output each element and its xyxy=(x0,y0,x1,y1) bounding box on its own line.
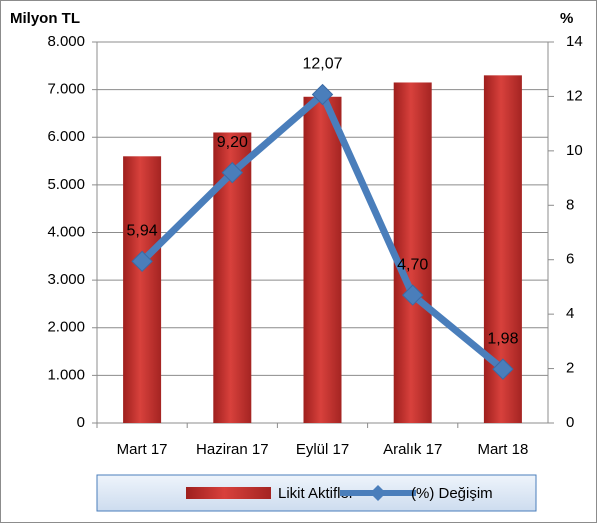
x-tick-label: Eylül 17 xyxy=(296,441,349,458)
data-label: 5,94 xyxy=(127,223,158,240)
legend-swatch xyxy=(186,487,271,499)
y2-tick-label: 12 xyxy=(566,87,583,104)
y-tick-label: 7.000 xyxy=(47,81,85,98)
y2-tick-label: 2 xyxy=(566,360,574,377)
x-tick-label: Aralık 17 xyxy=(383,441,442,458)
legend-marker xyxy=(370,485,386,501)
bar xyxy=(123,156,162,424)
y-axis-title: Milyon TL xyxy=(10,10,80,27)
bar xyxy=(303,96,342,424)
y2-tick-label: 4 xyxy=(566,305,574,322)
y-tick-label: 1.000 xyxy=(47,366,85,383)
data-label: 1,98 xyxy=(487,330,518,347)
marker xyxy=(221,161,244,184)
y-tick-label: 3.000 xyxy=(47,271,85,288)
y-tick-label: 2.000 xyxy=(47,319,85,336)
data-label: 9,20 xyxy=(217,134,248,151)
y-tick-label: 4.000 xyxy=(47,223,85,240)
y2-axis-title: % xyxy=(560,10,573,27)
legend-box xyxy=(96,474,537,512)
x-tick-label: Mart 17 xyxy=(117,441,168,458)
data-label: 4,70 xyxy=(397,256,428,273)
marker xyxy=(131,250,153,273)
y-tick-label: 6.000 xyxy=(47,128,85,145)
marker xyxy=(311,83,334,106)
x-tick-label: Haziran 17 xyxy=(196,441,269,458)
y2-tick-label: 14 xyxy=(566,33,583,50)
x-tick-label: Mart 18 xyxy=(477,441,528,458)
legend-label: (%) Değişim xyxy=(411,485,493,502)
y-tick-label: 5.000 xyxy=(47,176,85,193)
legend-label: Likit Aktifler xyxy=(278,485,354,502)
marker xyxy=(401,284,424,306)
y-tick-label: 0 xyxy=(77,414,85,431)
y2-tick-label: 8 xyxy=(566,196,574,213)
bar xyxy=(393,82,432,423)
y2-tick-label: 0 xyxy=(566,414,574,431)
y2-tick-label: 6 xyxy=(566,251,574,268)
y-tick-label: 8.000 xyxy=(47,33,85,50)
data-label: 12,07 xyxy=(302,56,342,73)
marker xyxy=(492,358,514,380)
y2-tick-label: 10 xyxy=(566,142,583,159)
